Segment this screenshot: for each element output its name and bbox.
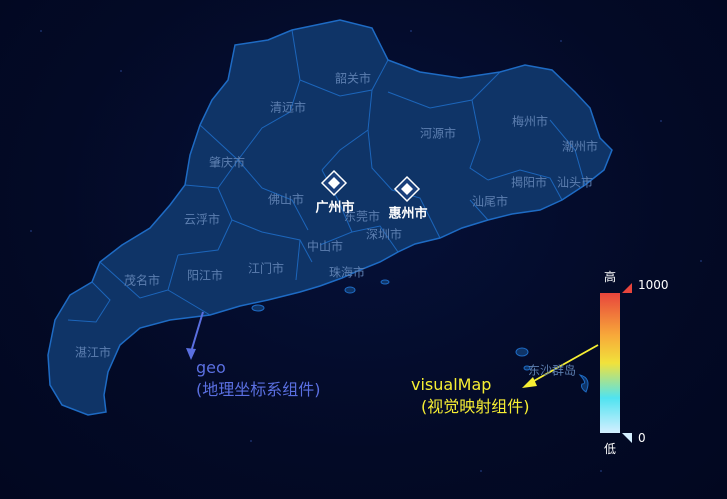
city-label-qingyuan: 清远市 — [269, 100, 307, 115]
city-label-yunfu: 云浮市 — [183, 212, 221, 227]
visualmap-annotation-title: visualMap — [411, 375, 492, 394]
visualmap-annotation-subtitle: (视觉映射组件) — [421, 397, 530, 416]
visualmap-high-text: 高 — [604, 270, 617, 284]
region-boundaries — [67, 29, 586, 323]
city-label-zhaoqing: 肇庆市 — [208, 155, 246, 170]
city-label-dongsha: 东沙群岛 — [527, 363, 577, 378]
city-label-zhongshan: 中山市 — [306, 239, 344, 254]
city-label-shanwei: 汕尾市 — [471, 194, 509, 209]
geo-arrow — [186, 311, 204, 360]
city-label-heyuan: 河源市 — [419, 126, 457, 141]
geo-annotation-subtitle: (地理坐标系组件) — [196, 380, 321, 399]
marker-huizhou-icon[interactable] — [393, 175, 421, 203]
visualmap-max-value: 1000 — [638, 278, 669, 292]
visualmap-bar[interactable] — [600, 283, 632, 443]
marker-label-guangzhou[interactable]: 广州市 — [315, 200, 355, 216]
visualmap-arrow — [522, 344, 599, 388]
city-label-shenzhen: 深圳市 — [365, 227, 403, 242]
city-label-shantou: 汕头市 — [556, 175, 594, 190]
marker-label-huizhou[interactable]: 惠州市 — [388, 206, 428, 222]
city-label-meizhou: 梅州市 — [511, 114, 549, 129]
city-label-maoming: 茂名市 — [123, 273, 161, 288]
visualmap-handle-max-icon — [622, 283, 632, 293]
city-label-shaoguan: 韶关市 — [334, 71, 372, 86]
city-label-chaozhou: 潮州市 — [561, 139, 599, 154]
islands — [251, 279, 589, 393]
geo-annotation-title: geo — [196, 358, 226, 377]
province-outline — [47, 19, 613, 416]
city-label-zhanjiang: 湛江市 — [74, 345, 112, 360]
visualmap-low-text: 低 — [604, 442, 617, 456]
city-label-yangjiang: 阳江市 — [186, 268, 224, 283]
city-label-jieyang: 揭阳市 — [510, 175, 548, 190]
city-label-zhuhai: 珠海市 — [328, 265, 366, 280]
city-label-jiangmen: 江门市 — [247, 261, 285, 276]
city-label-dongguan: 东莞市 — [343, 209, 381, 224]
visualmap-annotation: visualMap (视觉映射组件) — [411, 374, 530, 418]
city-label-foshan: 佛山市 — [267, 192, 305, 207]
geo-annotation: geo (地理坐标系组件) — [196, 357, 321, 401]
visualmap-min-value: 0 — [638, 431, 646, 445]
marker-guangzhou-icon[interactable] — [320, 169, 348, 197]
visualmap-handle-min-icon — [622, 433, 632, 443]
